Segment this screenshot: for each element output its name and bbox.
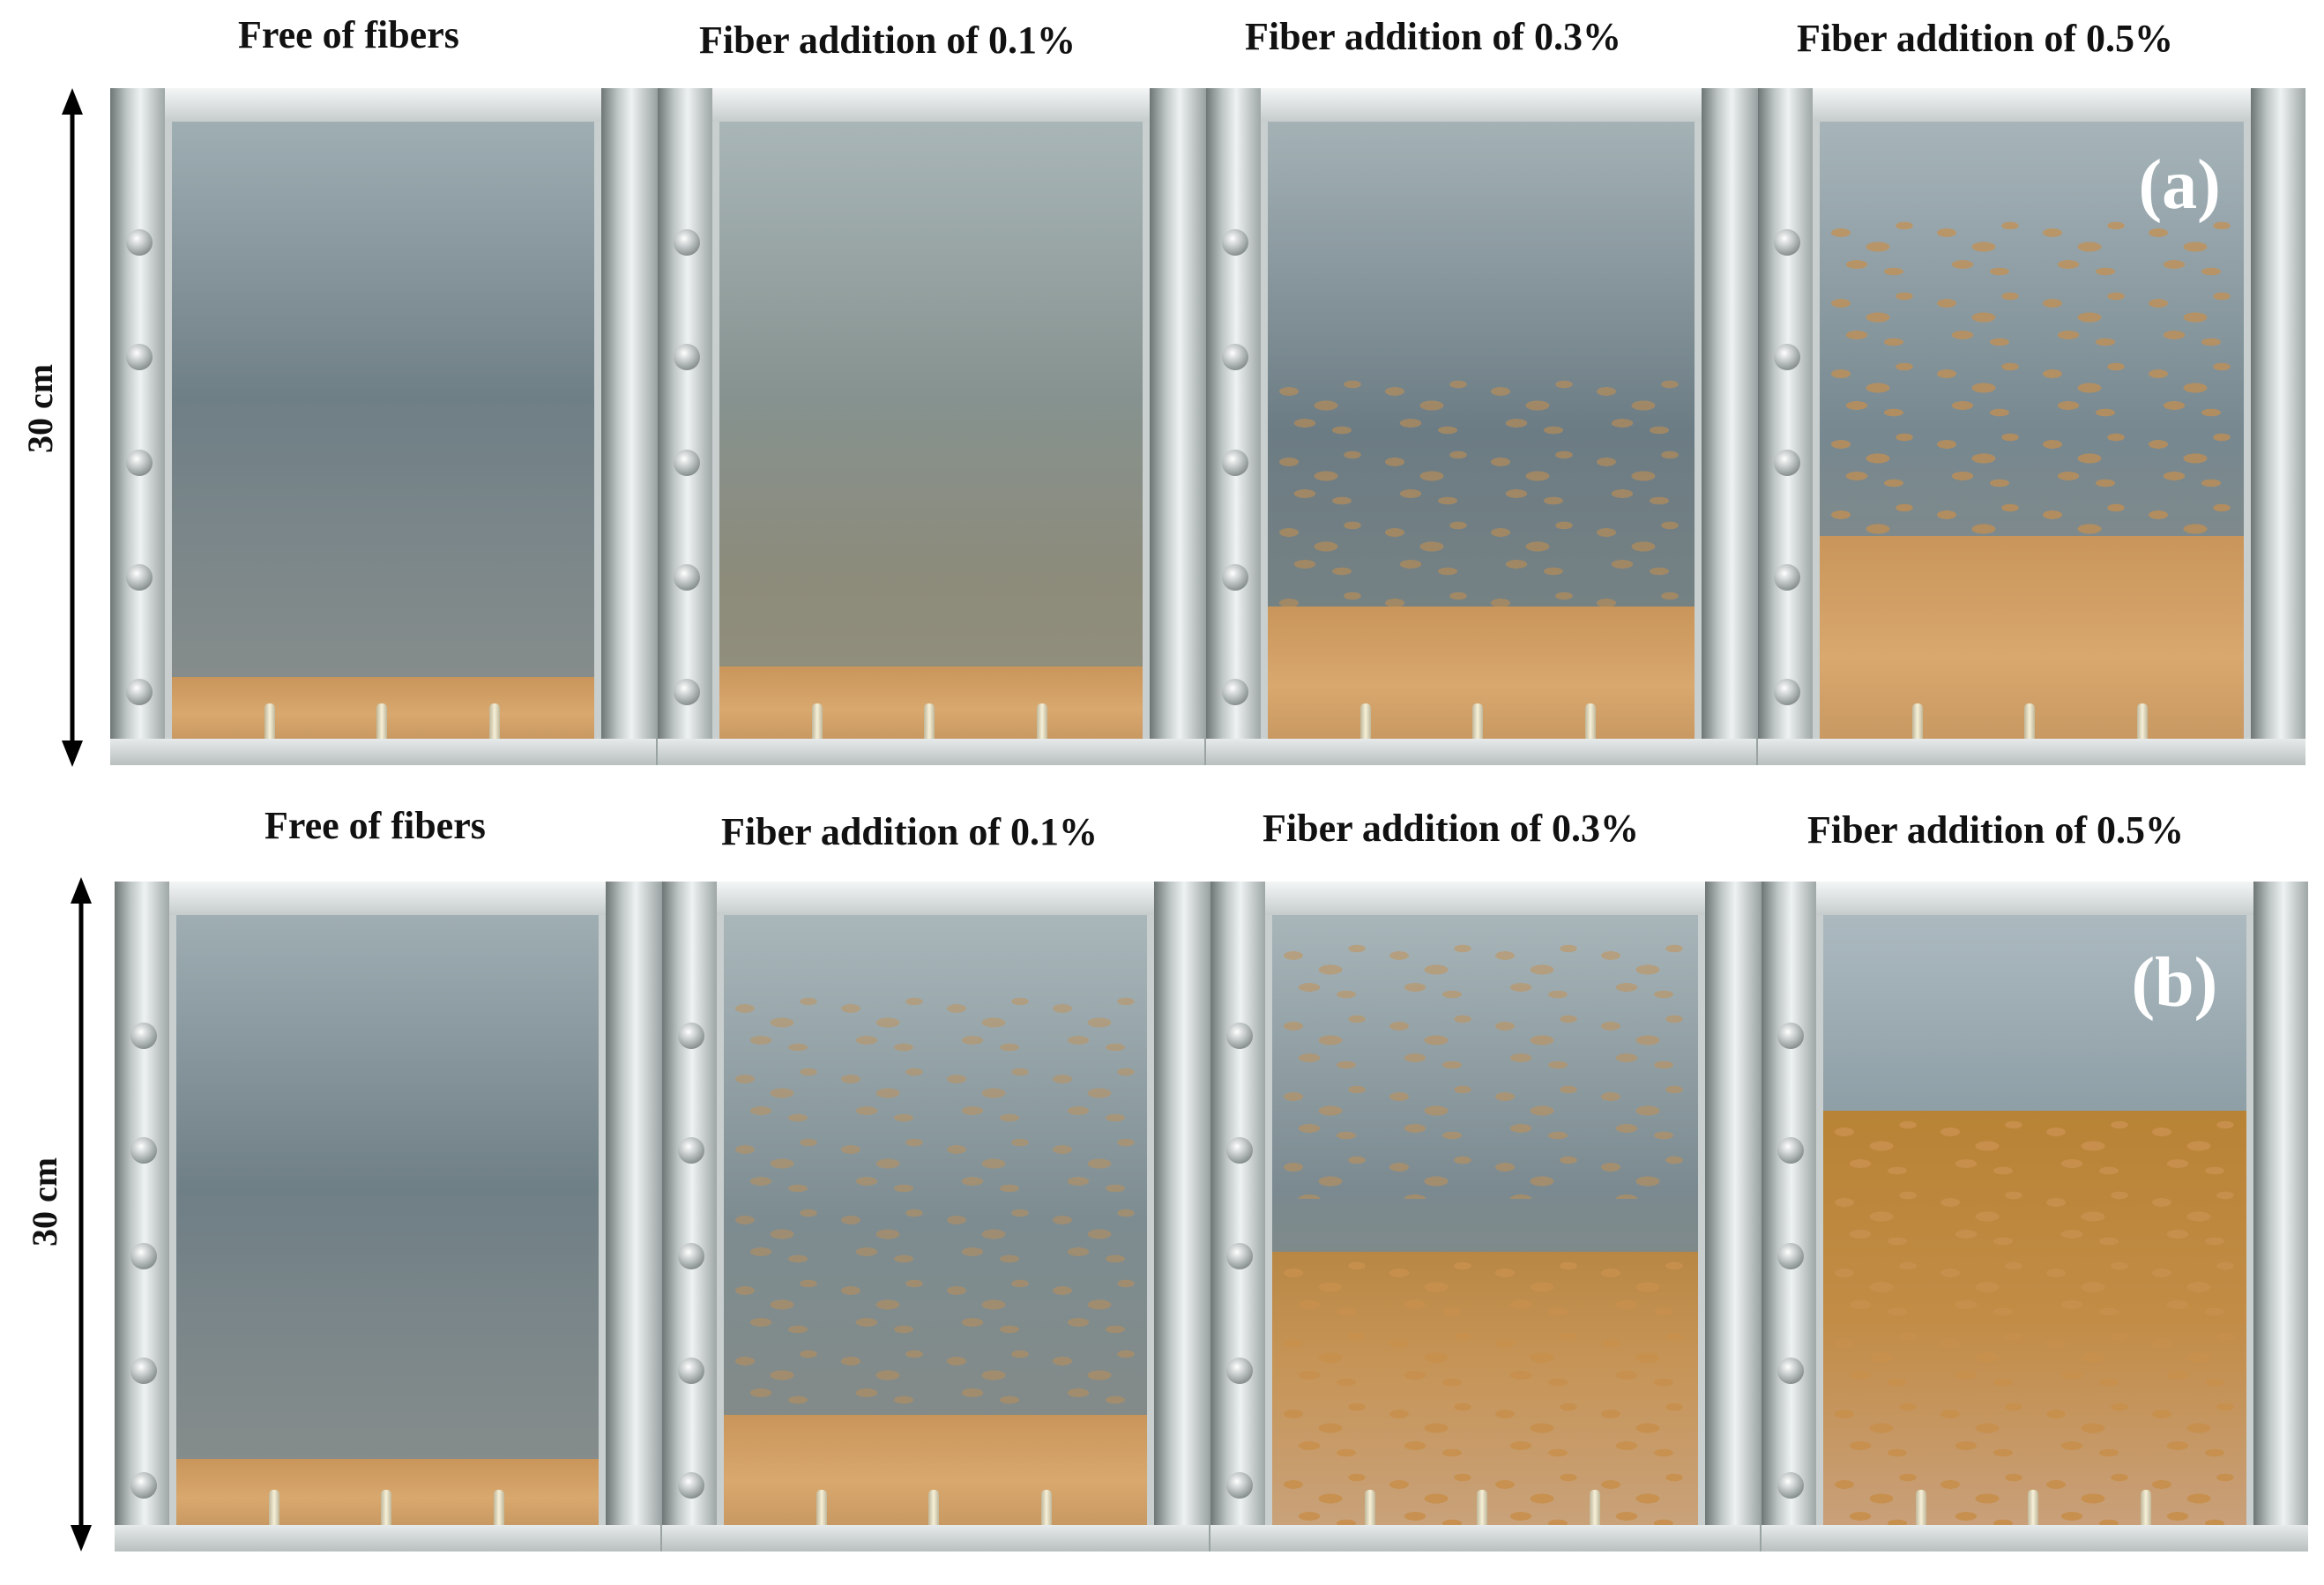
panel-letter-a: (a): [2138, 146, 2221, 224]
caption-b-free: Free of fibers: [264, 804, 486, 847]
panel-letter-b: (b): [2131, 944, 2218, 1022]
tank-a-0-5: (a): [1757, 88, 2305, 765]
dimension-label-b: 30 cm: [25, 1157, 65, 1247]
tank-a-0-1: [657, 88, 1206, 765]
dimension-arrow-b: [63, 877, 99, 1552]
caption-b-0-5: Fiber addition of 0.5%: [1807, 808, 2185, 852]
caption-a-0-1: Fiber addition of 0.1%: [699, 19, 1076, 62]
caption-b-0-3: Fiber addition of 0.3%: [1263, 807, 1640, 850]
dimension-arrow-a: [55, 88, 90, 767]
photo-row-a: (a): [110, 88, 2305, 765]
tank-b-0-1: [661, 882, 1210, 1552]
caption-a-0-3: Fiber addition of 0.3%: [1245, 15, 1622, 58]
tank-b-0-5: (b): [1761, 882, 2308, 1552]
caption-a-0-5: Fiber addition of 0.5%: [1797, 17, 2174, 60]
tank-a-0-3: [1206, 88, 1758, 765]
caption-b-0-1: Fiber addition of 0.1%: [721, 810, 1099, 853]
photo-row-b: (b): [115, 882, 2308, 1552]
dimension-label-a: 30 cm: [20, 363, 61, 454]
caption-a-free: Free of fibers: [238, 13, 459, 56]
tank-b-0-3: [1210, 882, 1762, 1552]
tank-a-free: [110, 88, 658, 765]
tank-b-free: [115, 882, 662, 1552]
